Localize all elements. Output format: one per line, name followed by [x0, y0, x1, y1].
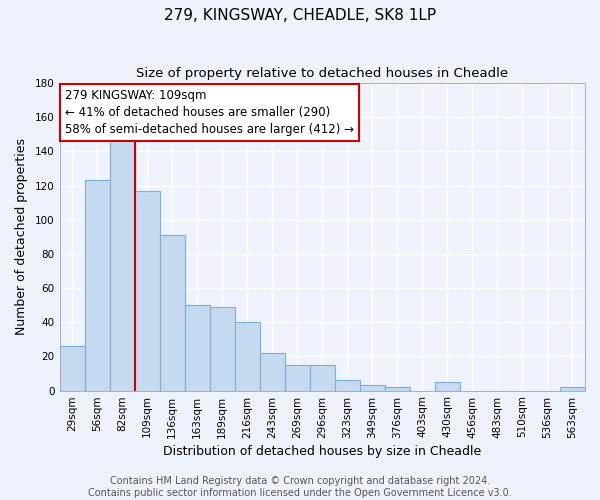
Text: 279, KINGSWAY, CHEADLE, SK8 1LP: 279, KINGSWAY, CHEADLE, SK8 1LP: [164, 8, 436, 22]
Text: 279 KINGSWAY: 109sqm
← 41% of detached houses are smaller (290)
58% of semi-deta: 279 KINGSWAY: 109sqm ← 41% of detached h…: [65, 89, 354, 136]
Bar: [185, 305, 209, 390]
Bar: [134, 190, 160, 390]
Text: Contains HM Land Registry data © Crown copyright and database right 2024.
Contai: Contains HM Land Registry data © Crown c…: [88, 476, 512, 498]
Bar: [85, 180, 110, 390]
Bar: [110, 136, 134, 390]
Bar: [160, 235, 185, 390]
Bar: [235, 322, 260, 390]
Title: Size of property relative to detached houses in Cheadle: Size of property relative to detached ho…: [136, 68, 508, 80]
Bar: [560, 387, 585, 390]
Bar: [260, 353, 285, 391]
Bar: [285, 365, 310, 390]
Bar: [209, 307, 235, 390]
X-axis label: Distribution of detached houses by size in Cheadle: Distribution of detached houses by size …: [163, 444, 481, 458]
Bar: [59, 346, 85, 391]
Y-axis label: Number of detached properties: Number of detached properties: [15, 138, 28, 336]
Bar: [310, 365, 335, 390]
Bar: [435, 382, 460, 390]
Bar: [385, 387, 410, 390]
Bar: [360, 386, 385, 390]
Bar: [335, 380, 360, 390]
